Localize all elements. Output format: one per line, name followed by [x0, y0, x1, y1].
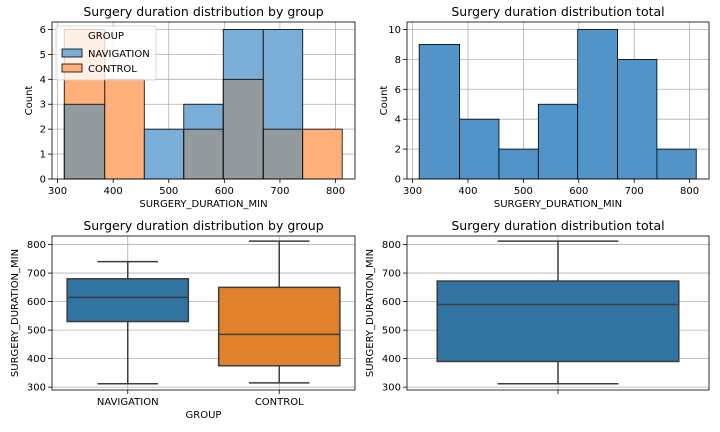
chart-title: Surgery duration distribution by group: [83, 4, 323, 19]
box-body: [436, 280, 680, 363]
bar: [537, 103, 579, 180]
legend-label: CONTROL: [88, 64, 137, 75]
chart-2: Surgery duration distribution total 0 2 4 6 8…: [379, 4, 710, 210]
x-tick-label: 600: [215, 186, 234, 197]
y-tick-label: 2: [40, 125, 46, 136]
x-tick-label: 500: [514, 186, 533, 197]
x-axis-label: SURGERY_DURATION_MIN: [139, 199, 267, 210]
x-tick-label: 800: [680, 186, 699, 197]
box-body: [66, 278, 190, 323]
y-tick-label: 4: [395, 115, 401, 126]
chart-1: Surgery duration distribution by group 0 1…: [24, 4, 356, 210]
x-tick-label: 800: [326, 186, 345, 197]
bar-overlap: [64, 104, 105, 179]
bar-overlap: [183, 129, 224, 179]
y-tick-label: 3: [40, 100, 46, 111]
y-tick-label: 0: [40, 175, 46, 186]
x-tick-label: NAVIGATION: [97, 397, 159, 408]
legend-swatch: [61, 63, 83, 73]
bar: [577, 29, 618, 180]
bar: [617, 58, 658, 180]
y-axis-label: SURGERY_DURATION_MIN: [10, 249, 21, 377]
y-axis-label: Count: [379, 86, 390, 116]
axes-frame: [51, 235, 356, 391]
bars: [418, 29, 697, 180]
bar: [656, 148, 697, 180]
box-control: [217, 240, 341, 384]
y-tick-label: 300: [27, 383, 46, 394]
y-tick-label: 5: [40, 50, 46, 61]
x-axis-label: GROUP: [186, 410, 222, 421]
bar: [498, 148, 539, 180]
x-tick-label: 400: [458, 186, 477, 197]
y-tick-label: 1: [40, 150, 46, 161]
box-body: [217, 286, 341, 367]
y-tick-label: 2: [395, 145, 401, 156]
legend-title: GROUP: [88, 31, 124, 42]
chart-4: Surgery duration distribution total 300 40…: [365, 218, 710, 394]
y-tick-label: 700: [382, 269, 401, 280]
chart-title: Surgery duration distribution total: [451, 218, 664, 233]
y-tick-label: 600: [27, 297, 46, 308]
y-axis-label: Count: [24, 86, 35, 116]
bar: [459, 118, 500, 180]
x-tick-label: 300: [48, 186, 67, 197]
legend-label: NAVIGATION: [88, 49, 150, 60]
bar-control: [302, 129, 343, 179]
y-tick-label: 8: [395, 55, 401, 66]
legend-swatch: [61, 48, 83, 58]
chart-3: Surgery duration distribution by group 30…: [10, 218, 356, 421]
x-tick-label: 400: [104, 186, 123, 197]
x-axis-label: SURGERY_DURATION_MIN: [494, 199, 622, 210]
y-tick-label: 4: [40, 75, 46, 86]
chart-title: Surgery duration distribution total: [451, 4, 664, 19]
box-navigation: [66, 260, 190, 385]
bar-overlap: [223, 79, 264, 179]
y-tick-label: 600: [382, 297, 401, 308]
bar-control: [104, 79, 145, 179]
axes-frame: [406, 235, 710, 391]
boxes: [436, 240, 680, 385]
y-tick-label: 500: [27, 326, 46, 337]
y-tick-label: 6: [395, 85, 401, 96]
y-tick-label: 800: [27, 240, 46, 251]
x-tick-label: 700: [270, 186, 289, 197]
y-axis-label: SURGERY_DURATION_MIN: [365, 249, 376, 377]
chart-title: Surgery duration distribution by group: [83, 218, 323, 233]
y-tick-label: 10: [388, 25, 401, 36]
y-tick-label: 400: [27, 354, 46, 365]
x-tick-label: CONTROL: [255, 397, 304, 408]
y-tick-label: 300: [382, 383, 401, 394]
axes-frame: [406, 21, 710, 180]
x-tick-label: 700: [625, 186, 644, 197]
box-total: [436, 240, 680, 385]
y-tick-label: 800: [382, 240, 401, 251]
x-tick-label: 300: [403, 186, 422, 197]
bar: [418, 44, 461, 180]
x-tick-label: 500: [159, 186, 178, 197]
boxes: [66, 240, 341, 385]
y-tick-label: 700: [27, 269, 46, 280]
bar-navigation: [223, 29, 264, 80]
x-tick-label: 600: [569, 186, 588, 197]
bar-navigation: [183, 104, 224, 130]
bar-navigation: [144, 129, 184, 179]
y-tick-label: 0: [395, 175, 401, 186]
y-tick-label: 6: [40, 25, 46, 36]
axes-frame: [51, 21, 356, 180]
bar-navigation: [263, 29, 303, 130]
legend: GROUP NAVIGATION CONTROL: [55, 25, 157, 81]
bar-overlap: [263, 129, 303, 179]
y-tick-label: 500: [382, 326, 401, 337]
y-tick-label: 400: [382, 354, 401, 365]
